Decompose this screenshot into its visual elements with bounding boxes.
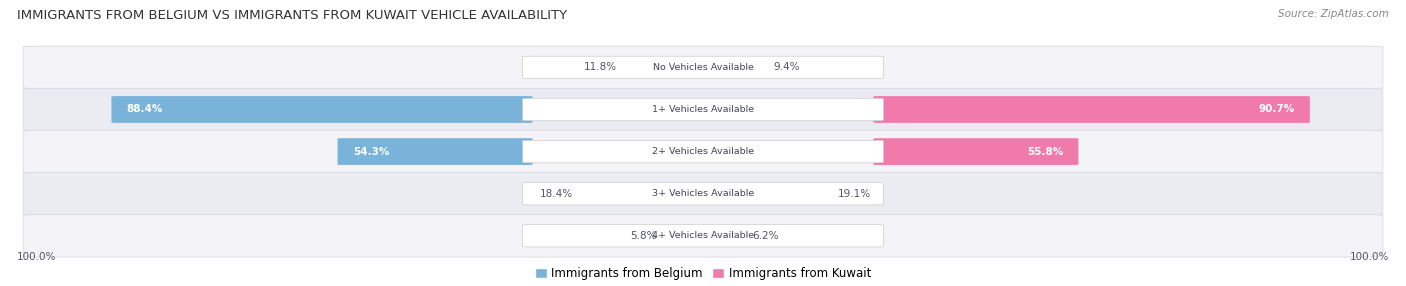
- Text: 88.4%: 88.4%: [127, 104, 163, 114]
- FancyBboxPatch shape: [337, 138, 533, 165]
- Text: 18.4%: 18.4%: [540, 189, 574, 199]
- FancyBboxPatch shape: [24, 172, 1382, 215]
- FancyBboxPatch shape: [523, 98, 883, 121]
- Text: 54.3%: 54.3%: [353, 147, 389, 156]
- Text: 4+ Vehicles Available: 4+ Vehicles Available: [652, 231, 754, 240]
- Text: 6.2%: 6.2%: [752, 231, 779, 241]
- Text: IMMIGRANTS FROM BELGIUM VS IMMIGRANTS FROM KUWAIT VEHICLE AVAILABILITY: IMMIGRANTS FROM BELGIUM VS IMMIGRANTS FR…: [17, 9, 567, 21]
- Text: 1+ Vehicles Available: 1+ Vehicles Available: [652, 105, 754, 114]
- Text: 100.0%: 100.0%: [17, 253, 56, 262]
- FancyBboxPatch shape: [873, 138, 1078, 165]
- Legend: Immigrants from Belgium, Immigrants from Kuwait: Immigrants from Belgium, Immigrants from…: [534, 267, 872, 280]
- FancyBboxPatch shape: [523, 140, 883, 163]
- FancyBboxPatch shape: [873, 96, 1310, 123]
- Text: 11.8%: 11.8%: [583, 62, 617, 72]
- Text: 3+ Vehicles Available: 3+ Vehicles Available: [652, 189, 754, 198]
- FancyBboxPatch shape: [523, 225, 883, 247]
- Text: 19.1%: 19.1%: [838, 189, 870, 199]
- Text: 100.0%: 100.0%: [1350, 253, 1389, 262]
- FancyBboxPatch shape: [111, 96, 533, 123]
- Text: 5.8%: 5.8%: [630, 231, 657, 241]
- Text: 90.7%: 90.7%: [1258, 104, 1295, 114]
- FancyBboxPatch shape: [523, 182, 883, 205]
- FancyBboxPatch shape: [24, 88, 1382, 131]
- FancyBboxPatch shape: [523, 56, 883, 79]
- Text: No Vehicles Available: No Vehicles Available: [652, 63, 754, 72]
- Text: 2+ Vehicles Available: 2+ Vehicles Available: [652, 147, 754, 156]
- FancyBboxPatch shape: [24, 214, 1382, 257]
- Text: Source: ZipAtlas.com: Source: ZipAtlas.com: [1278, 9, 1389, 19]
- Text: 55.8%: 55.8%: [1026, 147, 1063, 156]
- FancyBboxPatch shape: [24, 130, 1382, 173]
- Text: 9.4%: 9.4%: [773, 62, 800, 72]
- FancyBboxPatch shape: [24, 46, 1382, 89]
